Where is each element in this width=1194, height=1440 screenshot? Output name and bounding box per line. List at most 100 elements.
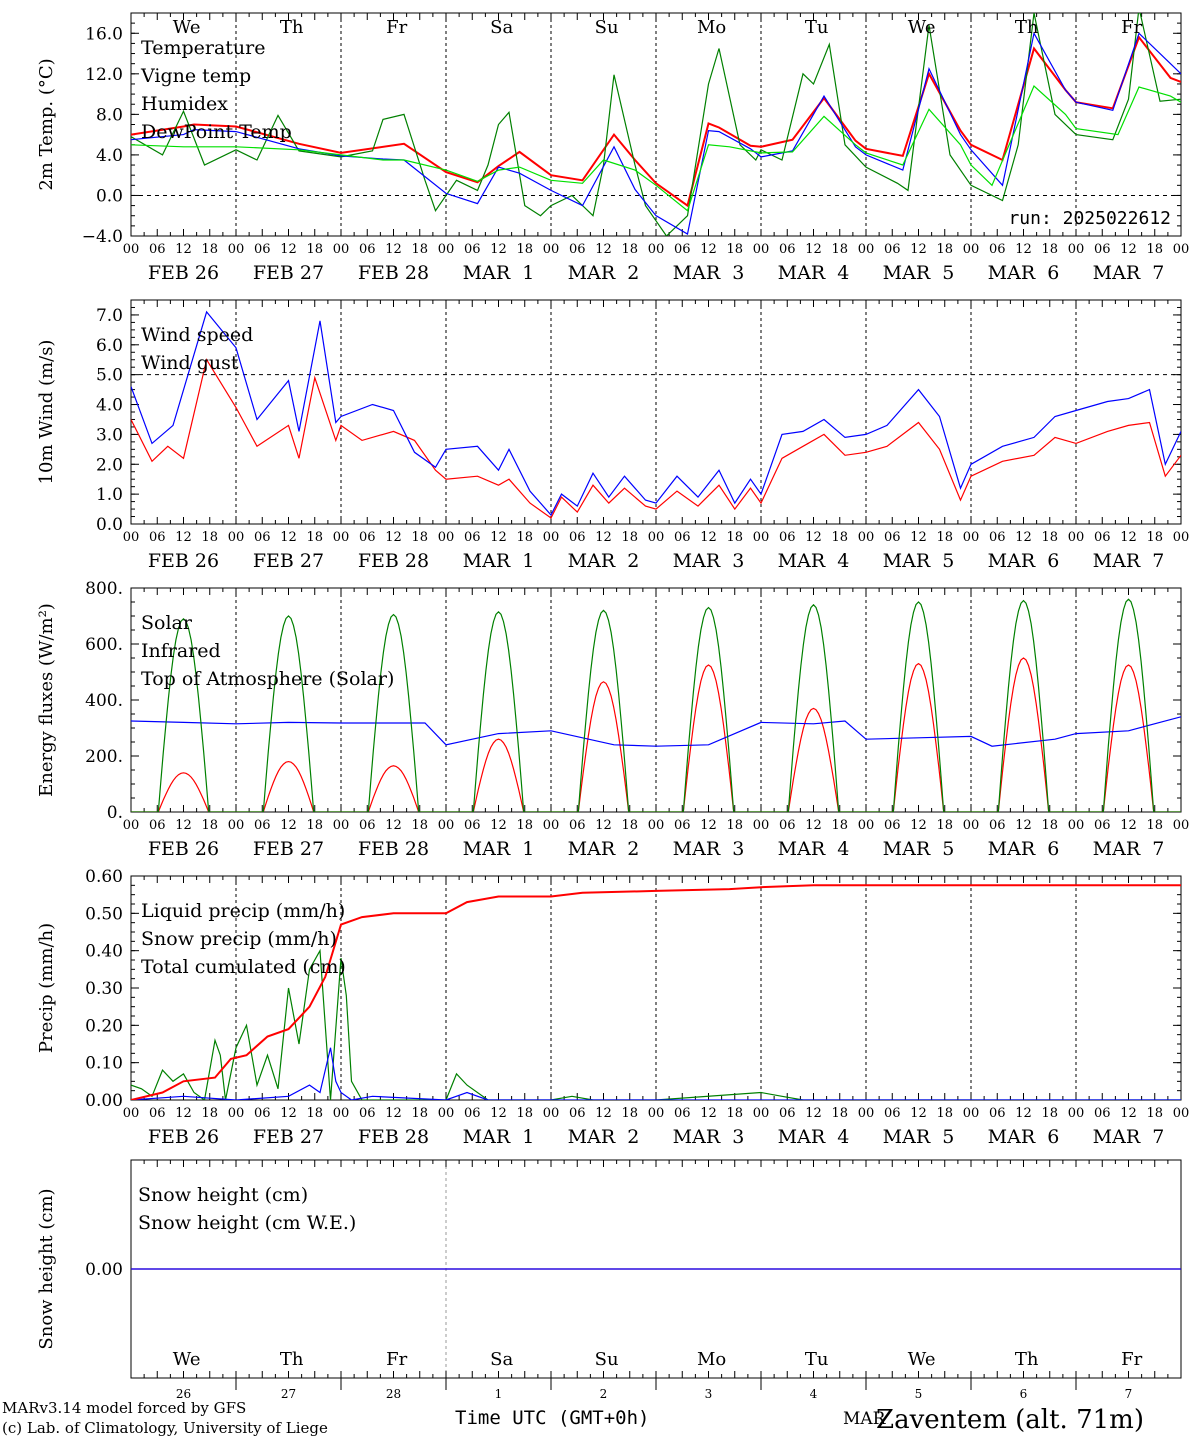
bottom-day-number: 6 [1020, 1387, 1028, 1401]
hour-tick-label: 18 [1146, 242, 1163, 257]
hour-tick-label: 06 [254, 1106, 271, 1121]
hour-tick-label: 12 [700, 818, 717, 833]
hour-tick-label: 18 [411, 1106, 428, 1121]
y-axis-label: Precip (mm/h) [36, 923, 57, 1053]
hour-tick-label: 06 [1094, 1106, 1111, 1121]
hour-tick-label: 12 [1120, 242, 1137, 257]
series-line-infrared [131, 716, 1181, 747]
hour-tick-label: 00 [963, 1106, 980, 1121]
hour-tick-label: 12 [385, 242, 402, 257]
y-tick-label: 0.60 [85, 867, 123, 887]
date-label: MAR 2 [568, 838, 640, 860]
hour-tick-label: 00 [543, 530, 560, 545]
y-axis-label: Snow height (cm) [36, 1188, 57, 1349]
y-tick-label: −4.0 [82, 227, 123, 247]
hour-tick-label: 00 [753, 818, 770, 833]
hour-tick-label: 06 [884, 818, 901, 833]
hour-tick-label: 00 [963, 818, 980, 833]
day-name-bottom: Th [280, 1349, 304, 1370]
date-label: FEB 26 [148, 1126, 219, 1148]
hour-tick-label: 12 [385, 1106, 402, 1121]
date-label: MAR 7 [1093, 262, 1165, 284]
y-tick-label: 600. [85, 635, 123, 655]
hour-tick-label: 12 [1015, 818, 1032, 833]
day-name-bottom: Sa [490, 1349, 513, 1370]
hour-tick-label: 18 [306, 1106, 323, 1121]
hour-tick-label: 12 [175, 242, 192, 257]
hour-tick-label: 18 [306, 530, 323, 545]
hour-tick-label: 12 [700, 242, 717, 257]
y-tick-label: 2.0 [96, 455, 123, 475]
hour-tick-label: 12 [805, 242, 822, 257]
hour-tick-label: 18 [411, 242, 428, 257]
hour-tick-label: 12 [805, 818, 822, 833]
day-name-top: Tu [805, 17, 829, 38]
series-line-temperature [131, 35, 1181, 208]
hour-tick-label: 00 [963, 242, 980, 257]
legend-temperature: Temperature [141, 37, 265, 59]
hour-tick-label: 12 [1120, 818, 1137, 833]
hour-tick-label: 06 [464, 818, 481, 833]
y-tick-label: 7.0 [96, 306, 123, 326]
hour-tick-label: 18 [1041, 530, 1058, 545]
hour-tick-label: 18 [306, 818, 323, 833]
hour-tick-label: 06 [989, 242, 1006, 257]
hour-tick-label: 12 [175, 530, 192, 545]
date-label: MAR 2 [568, 1126, 640, 1148]
y-tick-label: 0.0 [96, 186, 123, 206]
bottom-day-number: 4 [810, 1387, 818, 1401]
panel-frame [130, 587, 1182, 813]
y-tick-label: 0.40 [85, 942, 123, 962]
day-name-bottom: Tu [805, 1349, 829, 1370]
hour-tick-label: 06 [149, 242, 166, 257]
hour-tick-label: 00 [123, 242, 140, 257]
date-label: FEB 27 [253, 550, 324, 572]
hour-tick-label: 18 [201, 530, 218, 545]
date-label: MAR 5 [883, 262, 955, 284]
hour-tick-label: 12 [595, 242, 612, 257]
date-label: FEB 27 [253, 838, 324, 860]
date-label: MAR 1 [463, 262, 535, 284]
hour-tick-label: 00 [858, 530, 875, 545]
y-tick-label: 4.0 [96, 396, 123, 416]
hour-tick-label: 00 [438, 242, 455, 257]
hour-tick-label: 18 [936, 242, 953, 257]
hour-tick-label: 06 [674, 530, 691, 545]
date-label: MAR 6 [988, 838, 1060, 860]
y-tick-label: 4.0 [96, 146, 123, 166]
hour-tick-label: 18 [411, 818, 428, 833]
panel-frame [130, 299, 1182, 525]
bottom-day-number: 1 [495, 1387, 503, 1401]
hour-tick-label: 06 [989, 818, 1006, 833]
hour-tick-label: 00 [333, 1106, 350, 1121]
hour-tick-label: 06 [149, 1106, 166, 1121]
hour-tick-label: 18 [1041, 818, 1058, 833]
hour-tick-label: 12 [1120, 1106, 1137, 1121]
date-label: MAR 7 [1093, 838, 1165, 860]
date-label: MAR 6 [988, 550, 1060, 572]
bottom-day-number: 3 [705, 1387, 713, 1401]
hour-tick-label: 18 [516, 1106, 533, 1121]
hour-tick-label: 06 [674, 818, 691, 833]
date-label: MAR 2 [568, 550, 640, 572]
series-line-dewpoint-temp [131, 84, 1181, 212]
hour-tick-label: 12 [910, 530, 927, 545]
series-line-vigne-temp [131, 13, 1181, 236]
date-label: MAR 1 [463, 838, 535, 860]
y-tick-label: 6.0 [96, 336, 123, 356]
hour-tick-label: 06 [149, 818, 166, 833]
hour-tick-label: 06 [989, 530, 1006, 545]
date-label: MAR 4 [778, 262, 850, 284]
hour-tick-label: 18 [1146, 818, 1163, 833]
series-line-liquid-precip-mm-h- [131, 948, 1181, 1100]
hour-tick-label: 06 [359, 1106, 376, 1121]
y-tick-label: 0.20 [85, 1016, 123, 1036]
hour-tick-label: 00 [123, 530, 140, 545]
date-label: MAR 3 [673, 838, 745, 860]
x-axis-label: Time UTC (GMT+0h) [455, 1407, 649, 1429]
date-label: FEB 27 [253, 1126, 324, 1148]
date-label: FEB 26 [148, 550, 219, 572]
y-tick-label: 200. [85, 747, 123, 767]
day-name-top: We [908, 17, 936, 38]
